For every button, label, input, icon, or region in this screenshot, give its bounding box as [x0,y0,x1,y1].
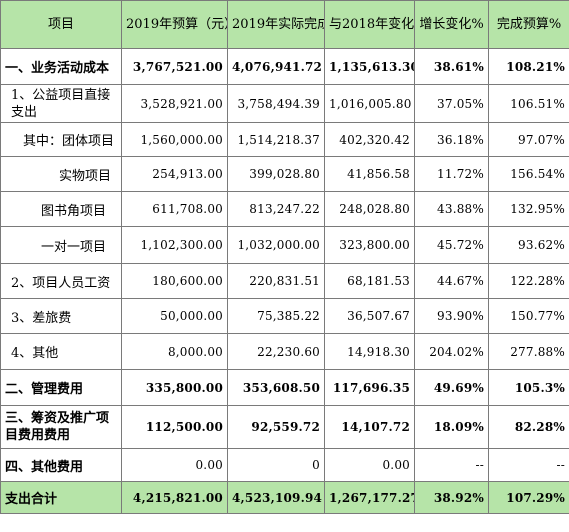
row-label: 4、其他 [0,333,122,370]
table-row: 四、其他费用 0.00 0 0.00 -- -- [0,448,569,482]
budget-cell: 4,215,821.00 [121,481,228,514]
growth-cell: 204.02% [414,333,489,370]
col-header-item: 项目 [0,0,122,49]
col-header-budget: 2019年预算（元） [121,0,228,49]
actual-cell: 75,385.22 [227,298,325,334]
row-label: 三、筹资及推广项目费用费用 [0,405,122,449]
completion-cell: 132.95% [488,191,569,227]
actual-cell: 220,831.51 [227,263,325,299]
change-cell: 14,107.72 [324,405,415,449]
budget-cell: 335,800.00 [121,369,228,406]
table-row: 1、公益项目直接支出 3,528,921.00 3,758,494.39 1,0… [0,84,569,123]
change-cell: 248,028.80 [324,191,415,227]
completion-cell: 277.88% [488,333,569,370]
header-row: 项目 2019年预算（元） 2019年实际完成（元） 与2018年变化（元） 增… [0,0,569,49]
actual-cell: 3,758,494.39 [227,84,325,123]
change-cell: 68,181.53 [324,263,415,299]
budget-cell: 254,913.00 [121,156,228,192]
change-cell: 41,856.58 [324,156,415,192]
growth-cell: 43.88% [414,191,489,227]
growth-cell: 44.67% [414,263,489,299]
actual-cell: 0 [227,448,325,482]
total-row: 支出合计 4,215,821.00 4,523,109.94 1,267,177… [0,481,569,514]
col-header-completion: 完成预算% [488,0,569,49]
growth-cell: 18.09% [414,405,489,449]
table-row: 一对一项目 1,102,300.00 1,032,000.00 323,800.… [0,226,569,264]
completion-cell: 106.51% [488,84,569,123]
change-cell: 402,320.42 [324,122,415,157]
completion-cell: 105.3% [488,369,569,406]
completion-cell: 97.07% [488,122,569,157]
col-header-growth: 增长变化% [414,0,489,49]
change-cell: 14,918.30 [324,333,415,370]
change-cell: 1,016,005.80 [324,84,415,123]
actual-cell: 813,247.22 [227,191,325,227]
budget-cell: 611,708.00 [121,191,228,227]
row-label: 图书角项目 [0,191,122,227]
actual-cell: 399,028.80 [227,156,325,192]
completion-cell: 93.62% [488,226,569,264]
growth-cell: -- [414,448,489,482]
growth-cell: 38.92% [414,481,489,514]
col-header-actual: 2019年实际完成（元） [227,0,325,49]
change-cell: 117,696.35 [324,369,415,406]
completion-cell: 156.54% [488,156,569,192]
growth-cell: 38.61% [414,48,489,85]
actual-cell: 4,523,109.94 [227,481,325,514]
table-row: 图书角项目 611,708.00 813,247.22 248,028.80 4… [0,191,569,227]
row-label: 支出合计 [0,481,122,514]
table-row: 2、项目人员工资 180,600.00 220,831.51 68,181.53… [0,263,569,299]
budget-cell: 112,500.00 [121,405,228,449]
row-label: 3、差旅费 [0,298,122,334]
change-cell: 1,267,177.27 [324,481,415,514]
budget-cell: 1,102,300.00 [121,226,228,264]
table-row: 三、筹资及推广项目费用费用 112,500.00 92,559.72 14,10… [0,405,569,449]
row-label: 2、项目人员工资 [0,263,122,299]
expense-table: 项目 2019年预算（元） 2019年实际完成（元） 与2018年变化（元） 增… [0,0,569,514]
growth-cell: 36.18% [414,122,489,157]
row-label: 二、管理费用 [0,369,122,406]
change-cell: 1,135,613.30 [324,48,415,85]
actual-cell: 353,608.50 [227,369,325,406]
budget-cell: 3,528,921.00 [121,84,228,123]
budget-cell: 180,600.00 [121,263,228,299]
table-row: 一、业务活动成本 3,767,521.00 4,076,941.72 1,135… [0,48,569,85]
actual-cell: 22,230.60 [227,333,325,370]
actual-cell: 4,076,941.72 [227,48,325,85]
actual-cell: 1,514,218.37 [227,122,325,157]
table-row: 二、管理费用 335,800.00 353,608.50 117,696.35 … [0,369,569,406]
actual-cell: 1,032,000.00 [227,226,325,264]
budget-cell: 1,560,000.00 [121,122,228,157]
growth-cell: 49.69% [414,369,489,406]
budget-cell: 0.00 [121,448,228,482]
row-label: 1、公益项目直接支出 [0,84,122,123]
completion-cell: 150.77% [488,298,569,334]
table-row: 3、差旅费 50,000.00 75,385.22 36,507.67 93.9… [0,298,569,334]
row-label: 一对一项目 [0,226,122,264]
row-label: 实物项目 [0,156,122,192]
completion-cell: 107.29% [488,481,569,514]
row-label: 其中：团体项目 [0,122,122,157]
growth-cell: 11.72% [414,156,489,192]
growth-cell: 45.72% [414,226,489,264]
growth-cell: 93.90% [414,298,489,334]
table-row: 实物项目 254,913.00 399,028.80 41,856.58 11.… [0,156,569,192]
completion-cell: -- [488,448,569,482]
budget-cell: 8,000.00 [121,333,228,370]
col-header-change: 与2018年变化（元） [324,0,415,49]
completion-cell: 122.28% [488,263,569,299]
change-cell: 36,507.67 [324,298,415,334]
completion-cell: 82.28% [488,405,569,449]
table-row: 其中：团体项目 1,560,000.00 1,514,218.37 402,32… [0,122,569,157]
row-label: 一、业务活动成本 [0,48,122,85]
table-row: 4、其他 8,000.00 22,230.60 14,918.30 204.02… [0,333,569,370]
row-label: 四、其他费用 [0,448,122,482]
budget-cell: 50,000.00 [121,298,228,334]
growth-cell: 37.05% [414,84,489,123]
actual-cell: 92,559.72 [227,405,325,449]
change-cell: 0.00 [324,448,415,482]
change-cell: 323,800.00 [324,226,415,264]
completion-cell: 108.21% [488,48,569,85]
budget-cell: 3,767,521.00 [121,48,228,85]
